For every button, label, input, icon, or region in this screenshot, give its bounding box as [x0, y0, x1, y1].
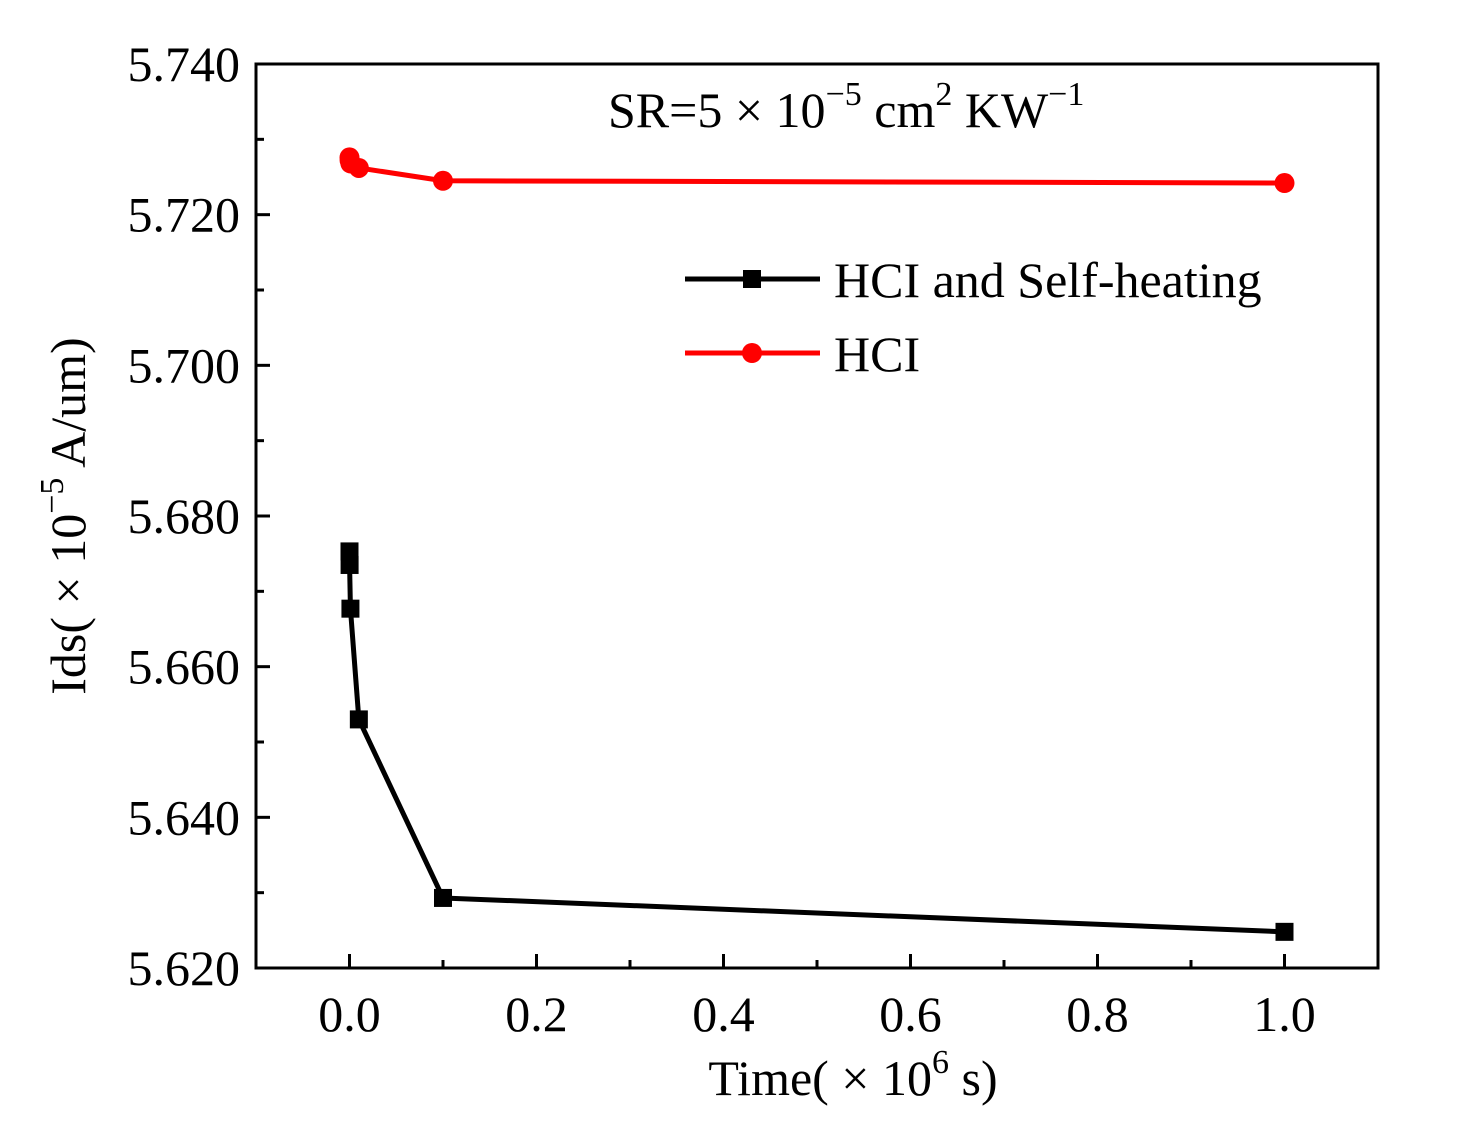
- x-tick-label: 0.6: [879, 986, 942, 1042]
- y-axis-title: Ids( × 10−5 A/um): [34, 337, 96, 694]
- data-point-hci: [348, 157, 369, 178]
- y-tick-label: 5.620: [128, 940, 241, 996]
- x-tick-label: 0.4: [692, 986, 755, 1042]
- data-point-hci-and-self-heating: [340, 542, 359, 561]
- legend-label-hci-self-heating: HCI and Self-heating: [834, 252, 1262, 308]
- y-tick-label: 5.680: [128, 488, 241, 544]
- x-tick-label: 0.0: [318, 986, 381, 1042]
- legend-marker-square: [743, 270, 761, 288]
- data-point-hci-and-self-heating: [434, 888, 452, 907]
- plot-frame: [254, 62, 1380, 970]
- legend-label-hci: HCI: [834, 326, 920, 382]
- data-point-hci-and-self-heating: [1275, 922, 1294, 941]
- data-point-hci-and-self-heating: [340, 555, 359, 574]
- data-point-hci-and-self-heating: [341, 599, 360, 618]
- y-tick-label: 5.700: [128, 337, 241, 393]
- series-line-hci-and-self-heating: [347, 551, 1285, 935]
- legend-marker-circle: [742, 343, 762, 363]
- sr-annotation: SR=5 × 10−5 cm2 KW−1: [608, 76, 1084, 138]
- axis-ticks: 0.0 0.2 0.4 0.6 0.8 1.0 5.620 5.640 5.660 5.680 5.…: [128, 36, 1316, 1042]
- data-point-hci: [433, 170, 453, 191]
- y-tick-label: 5.720: [128, 187, 241, 243]
- x-tick-label: 0.2: [505, 986, 568, 1042]
- y-tick-label: 5.740: [128, 36, 241, 92]
- series-group: [339, 147, 1295, 941]
- legend-entry-hci-self-heating: HCI and Self-heating: [685, 252, 1262, 308]
- legend: HCI and Self-heating HCI: [685, 252, 1262, 382]
- x-tick-label: 0.8: [1066, 986, 1129, 1042]
- y-tick-label: 5.660: [128, 639, 241, 695]
- y-tick-label: 5.640: [128, 789, 241, 845]
- data-point-hci: [1274, 173, 1295, 194]
- x-tick-label: 1.0: [1253, 986, 1316, 1042]
- data-point-hci-and-self-heating: [349, 710, 368, 729]
- legend-entry-hci: HCI: [685, 326, 920, 382]
- x-axis-title: Time( × 106 s): [708, 1044, 997, 1106]
- series-line-hci: [347, 157, 1285, 186]
